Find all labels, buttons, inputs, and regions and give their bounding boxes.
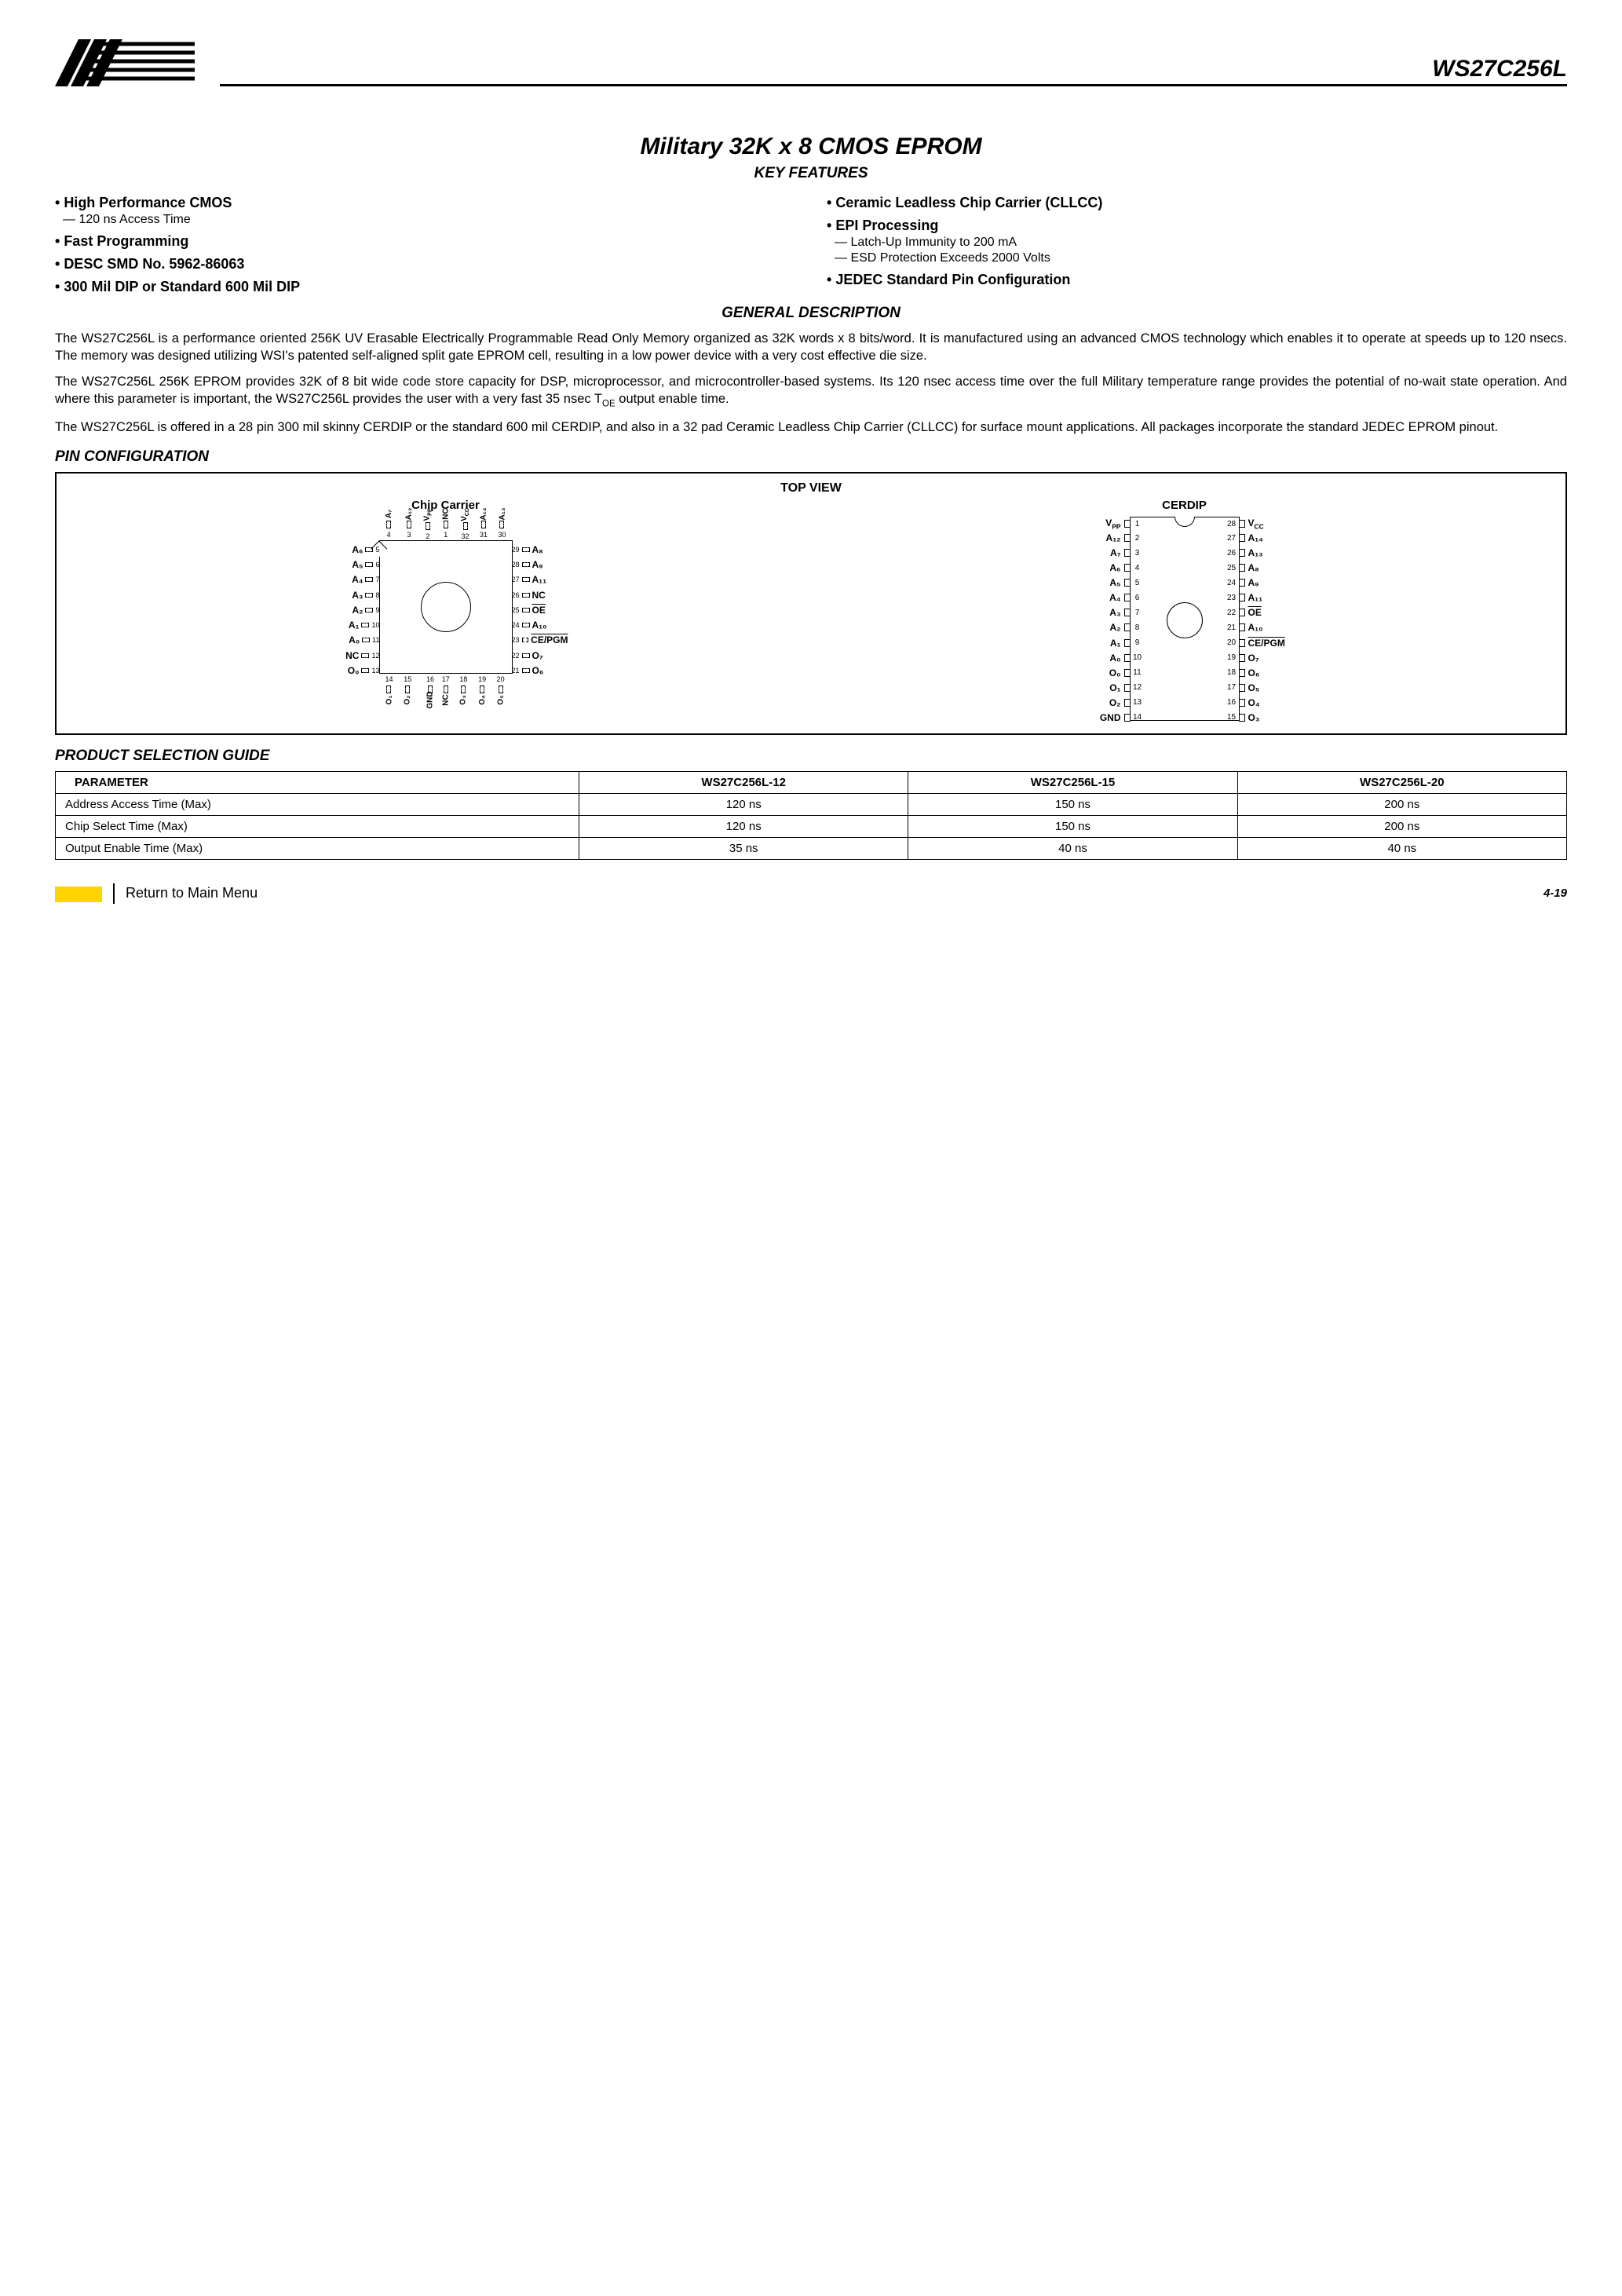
feature-item: High Performance CMOS	[55, 195, 795, 211]
return-link[interactable]: Return to Main Menu	[126, 885, 258, 901]
part-number: WS27C256L	[220, 56, 1567, 86]
feature-item: Ceramic Leadless Chip Carrier (CLLCC)	[827, 195, 1567, 211]
desc-p3: The WS27C256L is offered in a 28 pin 300…	[55, 419, 1567, 436]
table-row: Chip Select Time (Max)120 ns150 ns200 ns	[56, 815, 1567, 837]
wsi-logo	[55, 39, 196, 86]
table-row: Output Enable Time (Max)35 ns40 ns40 ns	[56, 837, 1567, 859]
key-features-heading: KEY FEATURES	[55, 165, 1567, 182]
table-header: WS27C256L-12	[579, 771, 908, 793]
pin-config-box: TOP VIEW Chip Carrier A₆5A₅6A₄7A₃8A₂9A₁1…	[55, 472, 1567, 735]
feature-item: Latch-Up Immunity to 200 mA	[853, 236, 1567, 250]
feature-item: JEDEC Standard Pin Configuration	[827, 272, 1567, 288]
chip-carrier-diagram: A₆5A₅6A₄7A₃8A₂9A₁10A₀11NC12O₀1329A₈28A₉2…	[336, 540, 556, 674]
topview-label: TOP VIEW	[72, 481, 1550, 495]
cerdip-label: CERDIP	[1083, 499, 1287, 512]
feature-item: EPI Processing	[827, 218, 1567, 234]
feature-item: Fast Programming	[55, 233, 795, 250]
feature-item: 300 Mil DIP or Standard 600 Mil DIP	[55, 279, 795, 295]
pin-config-heading: PIN CONFIGURATION	[55, 448, 1567, 466]
general-desc-heading: GENERAL DESCRIPTION	[55, 305, 1567, 322]
features-block: High Performance CMOS 120 ns Access Time F…	[55, 188, 1567, 295]
feature-item: DESC SMD No. 5962-86063	[55, 256, 795, 272]
selection-table: PARAMETERWS27C256L-12WS27C256L-15WS27C25…	[55, 771, 1567, 860]
table-row: Address Access Time (Max)120 ns150 ns200…	[56, 793, 1567, 815]
product-sel-heading: PRODUCT SELECTION GUIDE	[55, 748, 1567, 765]
page-number: 4-19	[1543, 887, 1567, 900]
desc-p1: The WS27C256L is a performance oriented …	[55, 330, 1567, 365]
feature-item: ESD Protection Exceeds 2000 Volts	[853, 251, 1567, 265]
desc-p2: The WS27C256L 256K EPROM provides 32K of…	[55, 373, 1567, 411]
description-block: The WS27C256L is a performance oriented …	[55, 330, 1567, 436]
table-header: WS27C256L-15	[908, 771, 1237, 793]
feature-item: 120 ns Access Time	[82, 213, 795, 227]
table-header: PARAMETER	[56, 771, 579, 793]
main-title: Military 32K x 8 CMOS EPROM	[55, 133, 1567, 160]
page-footer: Return to Main Menu 4-19	[55, 883, 1567, 904]
page-header: WS27C256L	[55, 39, 1567, 86]
table-header: WS27C256L-20	[1237, 771, 1566, 793]
cerdip-diagram: VPP1A₁₂2A₇3A₆4A₅5A₄6A₃7A₂8A₁9A₀10O₀11O₁1…	[1083, 517, 1287, 721]
footer-divider	[113, 883, 115, 904]
highlight-box	[55, 887, 102, 902]
